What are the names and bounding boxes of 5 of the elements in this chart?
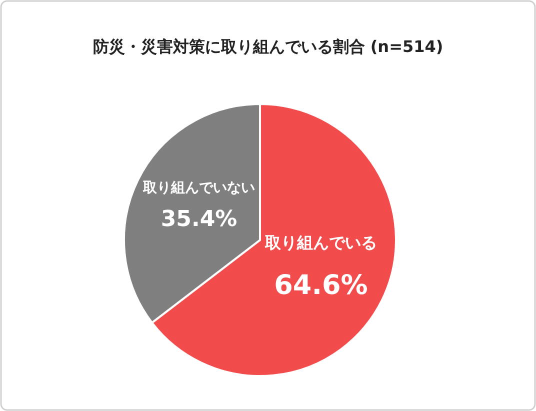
slice-label: 取り組んでいる (264, 233, 377, 252)
slice-label: 取り組んでいない (142, 180, 256, 196)
data-label: 35.4% (160, 206, 238, 232)
data-label: 64.6% (274, 270, 368, 302)
chart-title: 防災・災害対策に取り組んでいる割合 (n=514) (92, 37, 444, 56)
